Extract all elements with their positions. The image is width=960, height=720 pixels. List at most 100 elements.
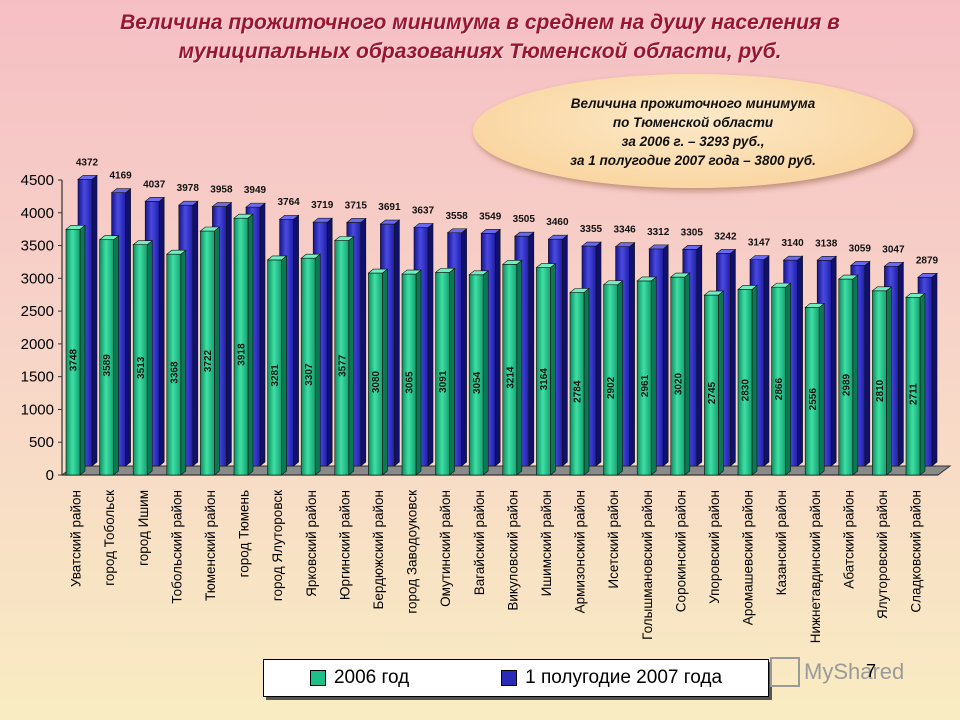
data-label-2007: 3305 (681, 227, 704, 238)
bar-2007-top (177, 200, 199, 206)
y-tick-label: 2500 (21, 303, 54, 320)
bar-2007-top (782, 255, 804, 261)
watermark-logo-icon (770, 657, 800, 687)
data-label-2006: 2711 (909, 383, 920, 405)
bar-2006-top (804, 303, 826, 308)
bar-2007-side (91, 174, 98, 467)
x-tick-label: Юргинский район (337, 490, 352, 600)
data-label-2007: 3637 (412, 206, 435, 217)
bar-2006-top (434, 268, 456, 273)
data-label-2007: 3505 (513, 214, 536, 225)
bar-2006-top (703, 290, 725, 296)
data-label-2006: 3020 (673, 372, 684, 395)
bar-2006-side (516, 259, 523, 476)
bar-2007-side (360, 217, 367, 467)
bar-2007-top (917, 272, 938, 278)
data-label-2006: 3577 (337, 354, 348, 377)
data-label-2007: 3047 (882, 244, 905, 255)
info-line-2: по Тюменской области (612, 115, 774, 130)
data-label-2006: 3080 (371, 370, 382, 393)
y-tick-label: 3500 (21, 238, 54, 255)
bar-2007-side (259, 202, 266, 467)
bar-2007-side (562, 234, 568, 467)
y-tick-label: 1000 (21, 401, 54, 418)
x-tick-label: город Тюмень (237, 490, 252, 577)
bar-2007-top (816, 255, 838, 261)
bar-2007-side (696, 244, 703, 467)
watermark-text: MyShared (804, 659, 905, 684)
bar-2007-side (595, 241, 602, 467)
bar-2007-side (730, 248, 736, 467)
title-line-1: Величина прожиточного минимума в среднем… (120, 11, 840, 34)
bar-2007-top (480, 229, 502, 234)
y-tick-label: 4500 (21, 172, 54, 189)
data-label-2006: 3214 (505, 366, 516, 389)
bar-2007-side (662, 244, 669, 467)
data-label-2006: 3722 (203, 349, 214, 372)
bar-2006-side (684, 272, 691, 476)
data-label-2006: 2961 (640, 374, 651, 397)
bar-2006-side (482, 270, 489, 476)
bar-2006-top (165, 249, 187, 255)
bar-2006-side (718, 290, 724, 476)
bar-2006-side (113, 235, 119, 476)
data-label-2006: 2556 (808, 388, 819, 411)
x-tick-label: Сорокинский район (673, 490, 688, 612)
bar-2006-top (770, 282, 792, 288)
info-line-3: за 2006 г. – 3293 руб., (621, 134, 765, 149)
y-tick-label: 4000 (21, 205, 54, 222)
bar-2006-top (837, 274, 859, 280)
bar-2007-top (110, 188, 132, 193)
data-label-2007: 4372 (76, 157, 99, 168)
bar-2007-top (547, 234, 569, 240)
bar-2006-side (919, 292, 926, 476)
bar-2006-side (79, 224, 86, 476)
bar-2007-top (513, 231, 535, 237)
data-label-2006: 3589 (102, 354, 113, 377)
bar-2007-side (797, 255, 803, 467)
bar-2006-side (415, 269, 422, 476)
legend-swatch-2007 (501, 670, 518, 686)
bar-2006-side (751, 284, 758, 476)
data-label-2006: 3054 (472, 371, 483, 394)
y-tick-label: 3000 (21, 270, 54, 287)
bar-2006-side (214, 226, 220, 476)
bar-2007-top (883, 261, 905, 267)
data-label-2007: 4169 (109, 171, 132, 182)
bar-2006-top (266, 255, 288, 261)
legend-label-2006: 2006 год (333, 667, 410, 688)
watermark: MyShared (770, 657, 904, 687)
data-label-2007: 3719 (311, 200, 334, 211)
bar-2007-side (763, 255, 770, 467)
bar-2007-side (427, 222, 434, 467)
x-tick-label: Казанский район (774, 490, 789, 595)
bar-2007-side (528, 231, 535, 467)
bar-2007-side (293, 214, 299, 467)
bar-2006-top (535, 263, 557, 268)
data-label-2006: 2784 (573, 380, 584, 403)
data-label-2007: 3059 (849, 243, 872, 254)
bar-2007-side (125, 188, 131, 467)
bar-2007-top (245, 202, 266, 208)
bar-2006-side (617, 280, 623, 476)
bar-2006-top (233, 213, 254, 219)
bar-2006-top (905, 292, 926, 298)
x-tick-label: Ишимский район (539, 490, 554, 596)
data-label-2006: 3748 (69, 349, 80, 372)
x-tick-label: город Ишим (136, 490, 151, 566)
data-label-2007: 3558 (445, 211, 468, 222)
x-tick-label: Бердюжский район (371, 490, 386, 609)
x-tick-label: город Заводоуковск (405, 490, 420, 614)
data-label-2007: 3138 (815, 238, 838, 249)
bar-2006-top (669, 272, 691, 278)
bar-2007-side (629, 242, 635, 467)
bar-2007-side (326, 217, 333, 467)
data-label-2007: 3549 (479, 211, 502, 222)
bar-2007-top (211, 202, 233, 207)
bar-2007-side (898, 261, 904, 467)
y-tick-label: 2000 (21, 336, 54, 353)
data-label-2006: 2866 (774, 377, 785, 400)
bar-2006-top (300, 253, 322, 259)
bar-2006-side (886, 286, 892, 476)
